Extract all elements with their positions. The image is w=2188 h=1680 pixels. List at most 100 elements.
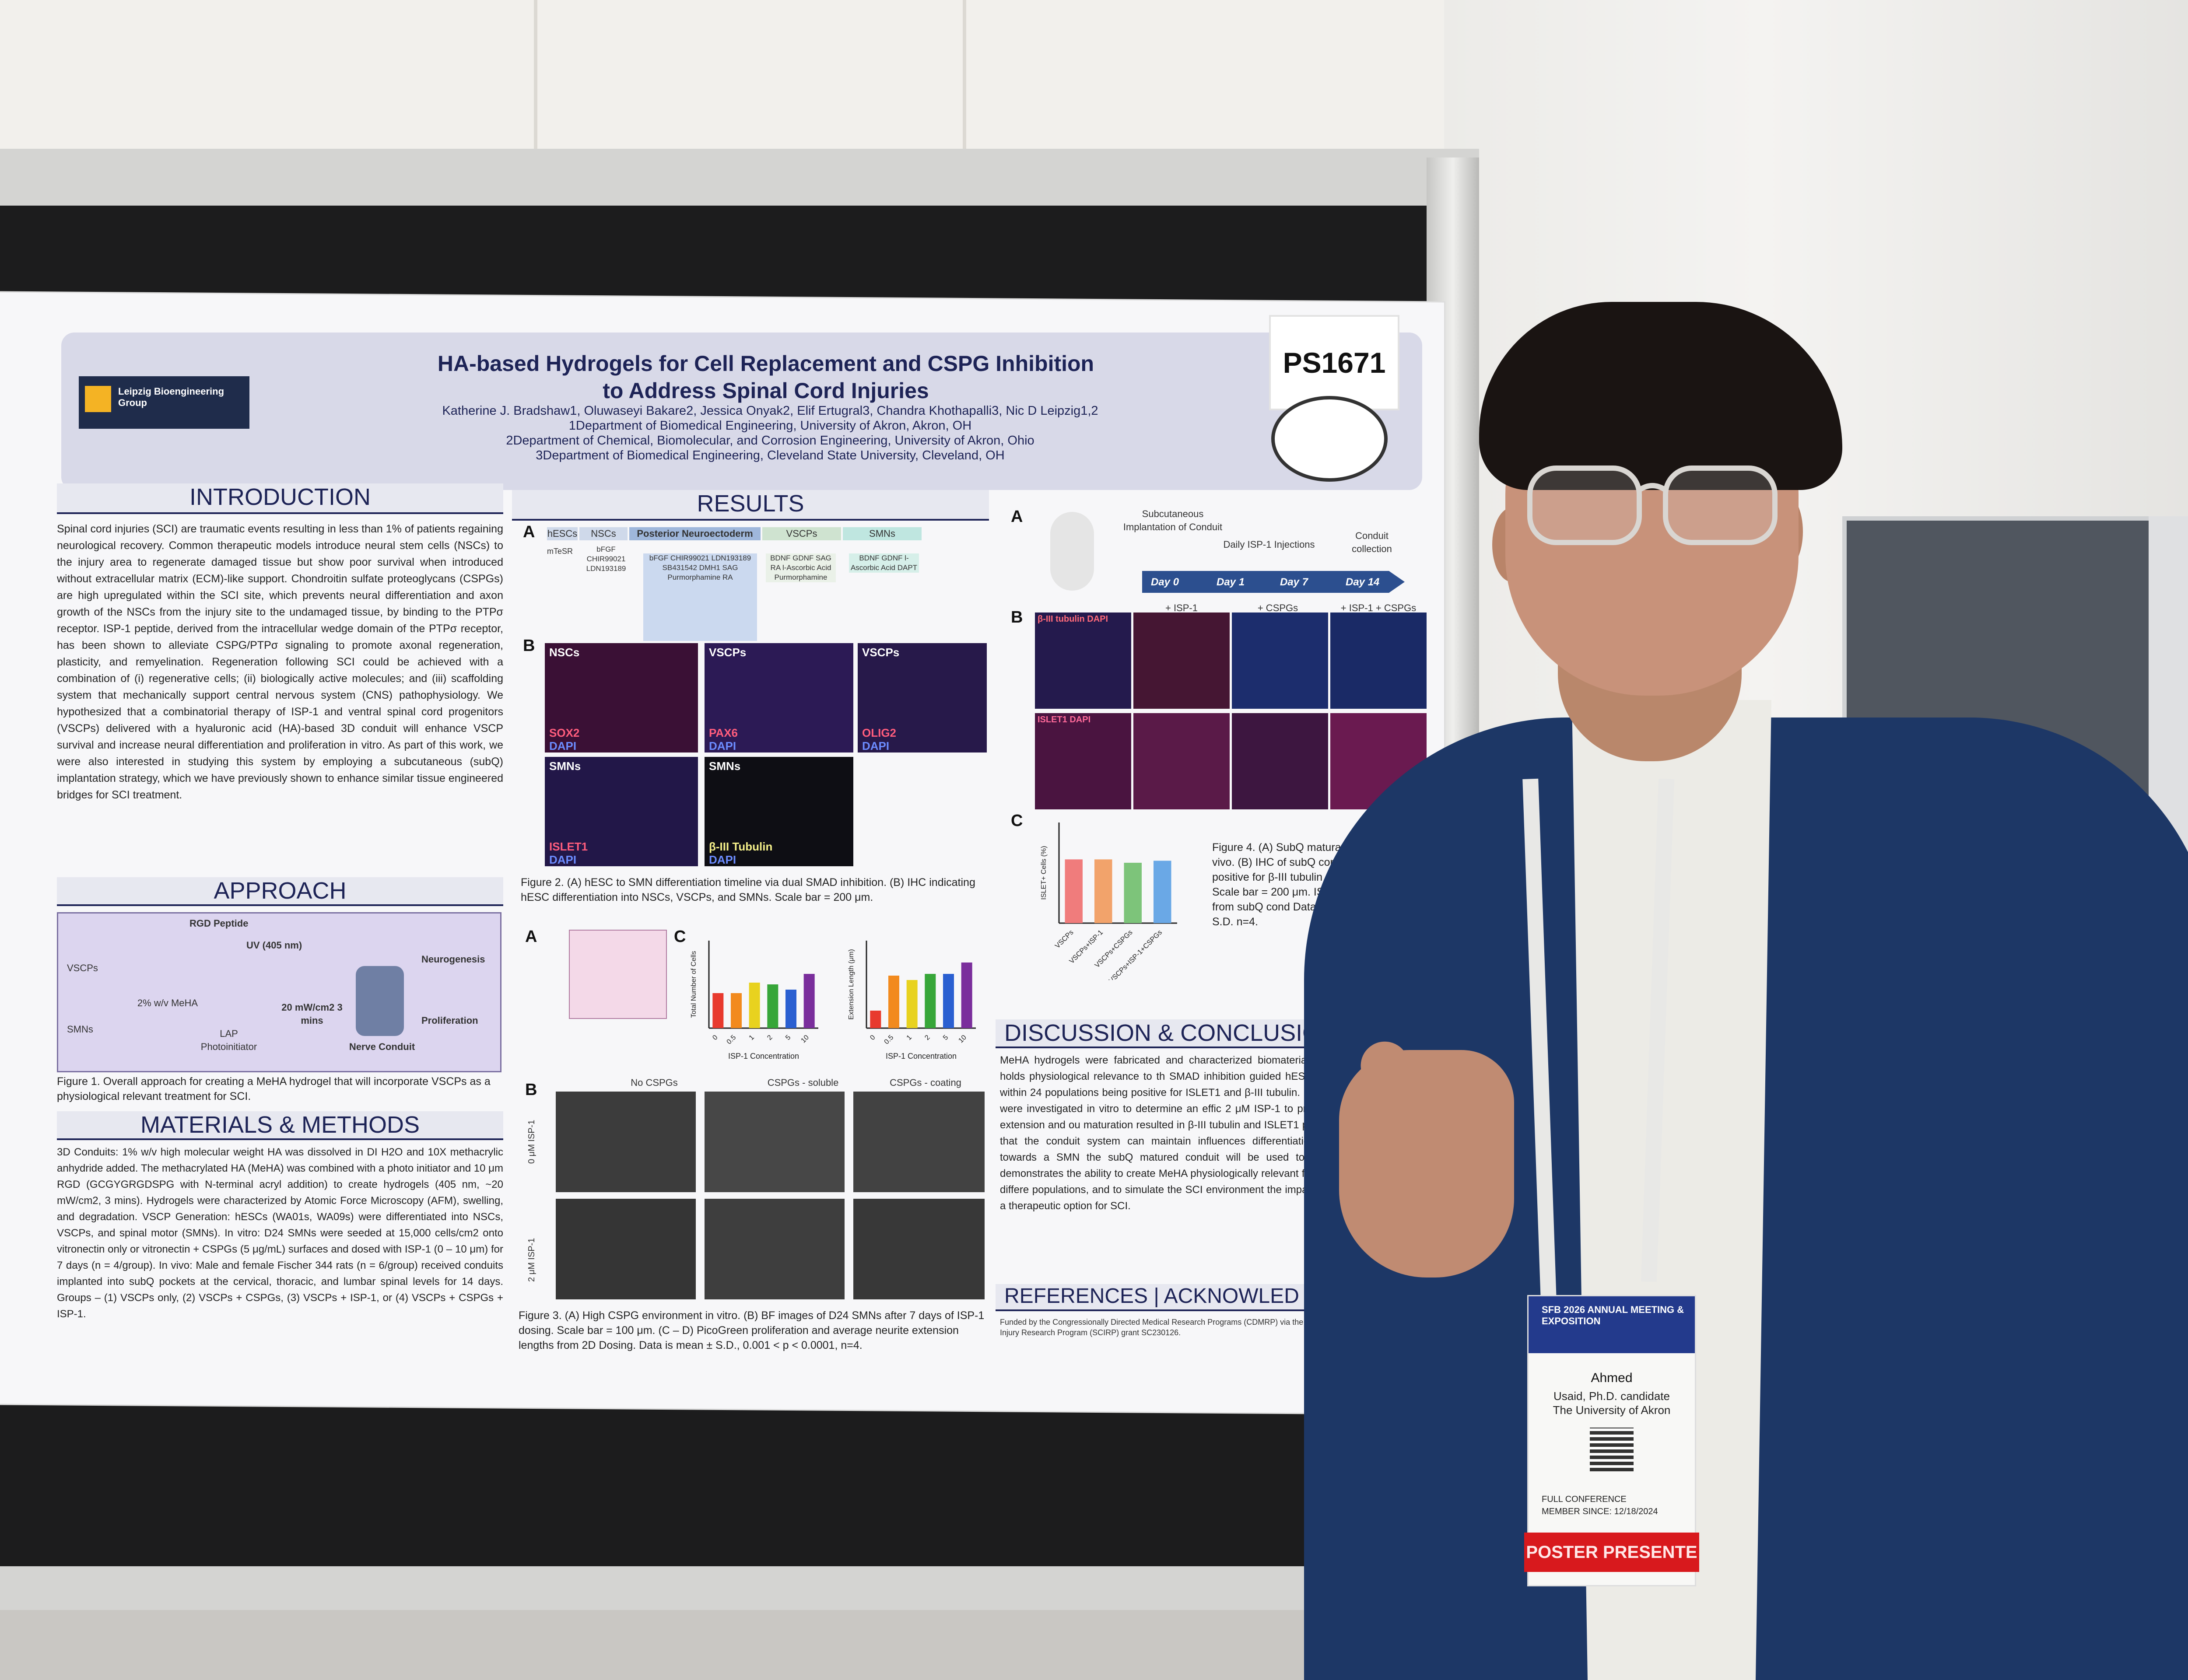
bar: [1065, 859, 1083, 923]
results-heading: RESULTS: [512, 490, 989, 521]
ihc-label: NSCs: [549, 646, 580, 659]
conduit-label: Nerve Conduit: [349, 1041, 415, 1052]
differentiation-timeline: hESCs NSCs Posterior Neuroectoderm VSCPs…: [547, 527, 941, 641]
tick-label: 1: [905, 1034, 913, 1042]
poster-id-tag: PS1671: [1269, 315, 1399, 410]
bar: [785, 990, 796, 1028]
media-mtesr: mTeSR: [547, 547, 573, 556]
person-hair: [1479, 302, 1842, 490]
fig4-collection: Conduit collection: [1352, 530, 1392, 554]
panel-b-letter: B: [523, 637, 535, 655]
y-axis-label: Total Number of Cells: [690, 951, 698, 1018]
cond-label-soluble: CSPGs - soluble: [767, 1077, 839, 1088]
ihc-smns-islet1-image: SMNs ISLET1 DAPI: [545, 757, 698, 866]
panel-a-letter: A: [523, 523, 535, 541]
ihc-vscps-olig2-image: VSCPs OLIG2 DAPI: [858, 643, 987, 752]
person-hand: [1339, 1050, 1514, 1278]
tick-label: 0.5: [726, 1034, 738, 1046]
badge-details: Usaid, Ph.D. candidate The University of…: [1529, 1389, 1695, 1417]
x-axis-label: ISP-1 Concentration: [886, 1052, 957, 1060]
tick-label: 0: [869, 1034, 877, 1042]
tick-label: 5: [784, 1034, 792, 1042]
introduction-text: Spinal cord injuries (SCI) are traumatic…: [57, 523, 503, 801]
approach-heading: APPROACH: [57, 877, 503, 906]
bar: [925, 974, 936, 1028]
rat-icon: [1050, 512, 1094, 591]
ihc-dapi: DAPI: [549, 853, 577, 866]
x-axis-label: ISP-1 Concentration: [728, 1052, 799, 1060]
ihc-marker: PAX6: [709, 726, 738, 739]
lab-logo-text: Leipzig Bioengineering Group: [118, 386, 224, 408]
badge-registration: FULL CONFERENCE: [1542, 1494, 1627, 1504]
proliferation-label: Proliferation: [421, 1015, 478, 1026]
tick-label: 10: [799, 1034, 810, 1045]
stage-smns: SMNs: [843, 527, 922, 540]
tick-label: 0.5: [883, 1034, 895, 1046]
bar: [943, 974, 954, 1028]
affiliation-1: 1Department of Biomedical Engineering, U…: [568, 419, 972, 433]
day-label: Day 0: [1151, 576, 1179, 588]
ihc-marker: OLIG2: [862, 726, 897, 739]
ihc-marker: β-III Tubulin: [709, 840, 773, 853]
ihc-marker: ISLET1: [549, 840, 588, 853]
ihc-dapi: DAPI: [549, 739, 577, 752]
bar: [749, 983, 760, 1028]
ihc-nscs-image: NSCs SOX2 DAPI: [545, 643, 698, 752]
fig4-panel-c: C: [1011, 812, 1023, 830]
fig3-panel-c: C: [674, 928, 686, 946]
qr-code-icon: [1590, 1428, 1634, 1471]
bar: [888, 976, 899, 1028]
eyeglasses-icon: [1527, 466, 1778, 545]
tick-label: VSCPs: [1054, 929, 1075, 950]
cond-label-coating: CSPGs - coating: [890, 1077, 961, 1088]
badge-type: FULL CONFERENCE MEMBER SINCE: 12/18/2024: [1542, 1493, 1682, 1518]
media-smn: BDNF GDNF l-Ascorbic Acid DAPT: [849, 553, 919, 573]
bar: [1124, 863, 1142, 923]
day-label: Day 14: [1346, 576, 1380, 588]
stage-neuroectoderm: Posterior Neuroectoderm: [629, 527, 761, 540]
conference-badge: SFB 2026 ANNUAL MEETING & EXPOSITION Ahm…: [1524, 1295, 1699, 1586]
bf-image: [705, 1092, 845, 1192]
references-text: Funded by the Congressionally Directed M…: [1000, 1318, 1347, 1337]
ihc-image: ISLET1 DAPI: [1035, 713, 1131, 809]
day-label: Day 1: [1217, 576, 1245, 588]
stage-hescs: hESCs: [547, 527, 578, 540]
wall-seam: [963, 0, 966, 166]
fig4-panel-a: A: [1011, 508, 1023, 526]
fig3-panel-b: B: [525, 1081, 537, 1099]
ihc-label: VSCPs: [862, 646, 900, 659]
stage-vscps: VSCPs: [762, 527, 841, 540]
day-label: Day 7: [1280, 576, 1308, 588]
cond-label-no-cspgs: No CSPGs: [631, 1077, 678, 1088]
poster-presenter-ribbon: POSTER PRESENTE: [1524, 1533, 1699, 1572]
ihc-image: [1232, 612, 1328, 709]
tick-label: 10: [957, 1034, 968, 1045]
ihc-label: SMNs: [549, 760, 581, 773]
ihc-dapi: DAPI: [709, 853, 736, 866]
ihc-image: [1330, 612, 1427, 709]
ihc-dapi: DAPI: [862, 739, 890, 752]
fig4-injections: Daily ISP-1 Injections: [1223, 539, 1315, 550]
ihc-dapi: DAPI: [709, 739, 736, 752]
tick-label: 2: [923, 1034, 931, 1042]
ihc-label: SMNs: [709, 760, 741, 773]
bf-image: [705, 1199, 845, 1299]
fig4-col-label: + ISP-1 + CSPGs: [1340, 602, 1417, 613]
ihc-image: β-III tubulin DAPI: [1035, 612, 1131, 709]
ihc-marker: ISLET1 DAPI: [1038, 715, 1091, 724]
badge-conference: SFB 2026 ANNUAL MEETING & EXPOSITION: [1542, 1304, 1684, 1326]
university-seal: [1271, 396, 1388, 482]
tick-label: 2: [766, 1034, 774, 1042]
smns-label: SMNs: [67, 1024, 93, 1035]
fig4-timeline-title: Subcutaneous Implantation of Conduit: [1123, 508, 1223, 532]
poster-banner: [61, 332, 1422, 490]
fig3-panel-a: A: [525, 928, 537, 946]
introduction-heading: INTRODUCTION: [57, 483, 503, 514]
affiliation-3: 3Department of Biomedical Engineering, C…: [536, 448, 1005, 462]
poster-authors: Katherine J. Bradshaw1, Oluwaseyi Bakare…: [315, 403, 1225, 463]
poster-title: HA-based Hydrogels for Cell Replacement …: [306, 350, 1225, 404]
bar: [1094, 859, 1112, 923]
ihc-marker: SOX2: [549, 726, 580, 739]
fig4-chart: VSCPsVSCPs+ISP-1VSCPs+CSPGsVSCPs+ISP-1+C…: [1040, 822, 1177, 980]
wall-seam: [534, 0, 537, 166]
